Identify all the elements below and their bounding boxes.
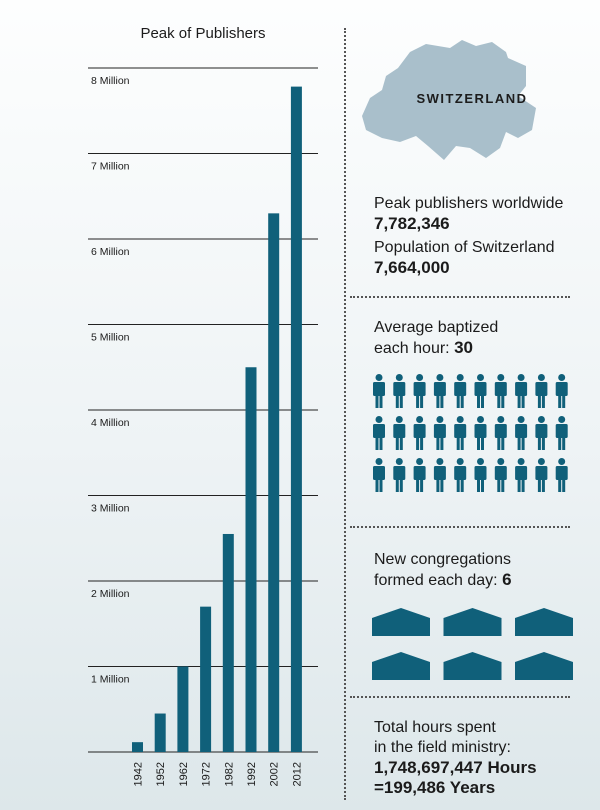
grid-lines: 1 Million 2 Million 3 Million 4 Million 5 Mi…	[88, 67, 318, 753]
separator	[350, 296, 570, 298]
person-icon	[555, 458, 568, 492]
person-icon	[413, 374, 426, 408]
x-tick-label: 1942	[133, 762, 145, 786]
x-tick-label: 1972	[201, 762, 213, 786]
person-icon	[474, 374, 487, 408]
hours-label-2: in the field ministry:	[374, 739, 511, 756]
y-tick-label: 8 Million	[91, 75, 130, 87]
person-icon	[433, 416, 446, 450]
y-tick-label: 4 Million	[91, 417, 130, 429]
congregations-label-1: New congregations	[374, 551, 511, 568]
person-icon	[433, 374, 446, 408]
population-value: 7,664,000	[374, 258, 450, 277]
person-icon	[454, 416, 467, 450]
bar	[245, 367, 257, 752]
chart-title: Peak of Publishers	[140, 25, 265, 42]
peak-value: 7,782,346	[374, 214, 450, 233]
person-icon	[515, 458, 528, 492]
person-icon	[494, 374, 507, 408]
x-tick-label: 1962	[178, 762, 190, 786]
peak-label: Peak publishers worldwide	[374, 195, 564, 212]
kingdom-hall-icon	[443, 652, 502, 680]
kingdom-hall-icon	[372, 652, 430, 680]
x-tick-label: 1952	[155, 762, 167, 786]
congregations-value: 6	[502, 570, 512, 589]
congregation-icons	[372, 608, 573, 680]
person-icon	[474, 458, 487, 492]
person-icon	[393, 458, 406, 492]
y-tick-label: 2 Million	[91, 588, 130, 600]
peak-publishers-stat: Peak publishers worldwide 7,782,346	[374, 194, 563, 234]
population-stat: Population of Switzerland 7,664,000	[374, 238, 555, 278]
map-label: SWITZERLAND	[416, 91, 527, 106]
bar	[268, 213, 280, 753]
hours-label-1: Total hours spent	[374, 719, 496, 736]
bar	[132, 742, 143, 752]
population-label: Population of Switzerland	[374, 239, 555, 256]
bar	[177, 666, 189, 752]
switzerland-shape	[362, 40, 536, 160]
person-icon	[454, 458, 467, 492]
baptized-value: 30	[454, 338, 473, 357]
person-icon	[373, 458, 385, 492]
kingdom-hall-icon	[443, 608, 502, 636]
person-icon	[535, 416, 548, 450]
person-icon	[494, 416, 507, 450]
y-tick-label: 7 Million	[91, 161, 130, 173]
x-tick-label: 1992	[246, 762, 258, 786]
person-icon	[413, 458, 426, 492]
y-tick-label: 1 Million	[91, 674, 130, 686]
person-icon	[433, 458, 446, 492]
years-value: =199,486 Years	[374, 778, 496, 797]
person-icon	[555, 374, 568, 408]
person-icon	[393, 416, 406, 450]
person-icon	[494, 458, 507, 492]
y-tick-label: 5 Million	[91, 332, 130, 344]
baptized-people-icons	[373, 374, 568, 492]
baptized-stat: Average baptized each hour: 30	[374, 318, 498, 359]
kingdom-hall-icon	[515, 652, 573, 680]
baptized-label-2: each hour:	[374, 340, 455, 357]
person-icon	[373, 374, 385, 408]
person-icon	[555, 416, 568, 450]
switzerland-map: SWITZERLAND	[362, 40, 536, 160]
baptized-label-1: Average baptized	[374, 319, 499, 336]
y-tick-label: 6 Million	[91, 246, 130, 258]
person-icon	[535, 458, 548, 492]
x-tick-label: 2012	[291, 762, 303, 786]
hours-value: 1,748,697,447 Hours	[374, 758, 537, 777]
x-tick-label: 1982	[223, 762, 235, 786]
congregations-label-2: formed each day:	[374, 572, 503, 589]
separator	[350, 696, 570, 698]
person-icon	[413, 416, 426, 450]
person-icon	[515, 374, 528, 408]
person-icon	[373, 416, 385, 450]
person-icon	[393, 374, 406, 408]
congregations-stat: New congregations formed each day: 6	[374, 550, 512, 591]
bar	[154, 713, 166, 752]
x-tick-label: 2002	[269, 762, 281, 786]
bars	[132, 86, 302, 753]
y-tick-label: 3 Million	[91, 503, 130, 515]
person-icon	[454, 374, 467, 408]
bar	[290, 86, 302, 752]
kingdom-hall-icon	[372, 608, 430, 636]
field-hours-stat: Total hours spent in the field ministry:…	[374, 718, 537, 798]
x-tick-labels: 1942 1952 1962 1972 1982 1992 2002 2012	[133, 762, 304, 786]
person-icon	[474, 416, 487, 450]
separator	[350, 526, 570, 528]
bar	[222, 533, 234, 752]
person-icon	[535, 374, 548, 408]
person-icon	[515, 416, 528, 450]
kingdom-hall-icon	[515, 608, 573, 636]
column-divider	[344, 28, 346, 800]
publishers-chart: Peak of Publishers 1 Million 2 Million 3 M…	[88, 25, 318, 786]
bar	[200, 606, 212, 752]
